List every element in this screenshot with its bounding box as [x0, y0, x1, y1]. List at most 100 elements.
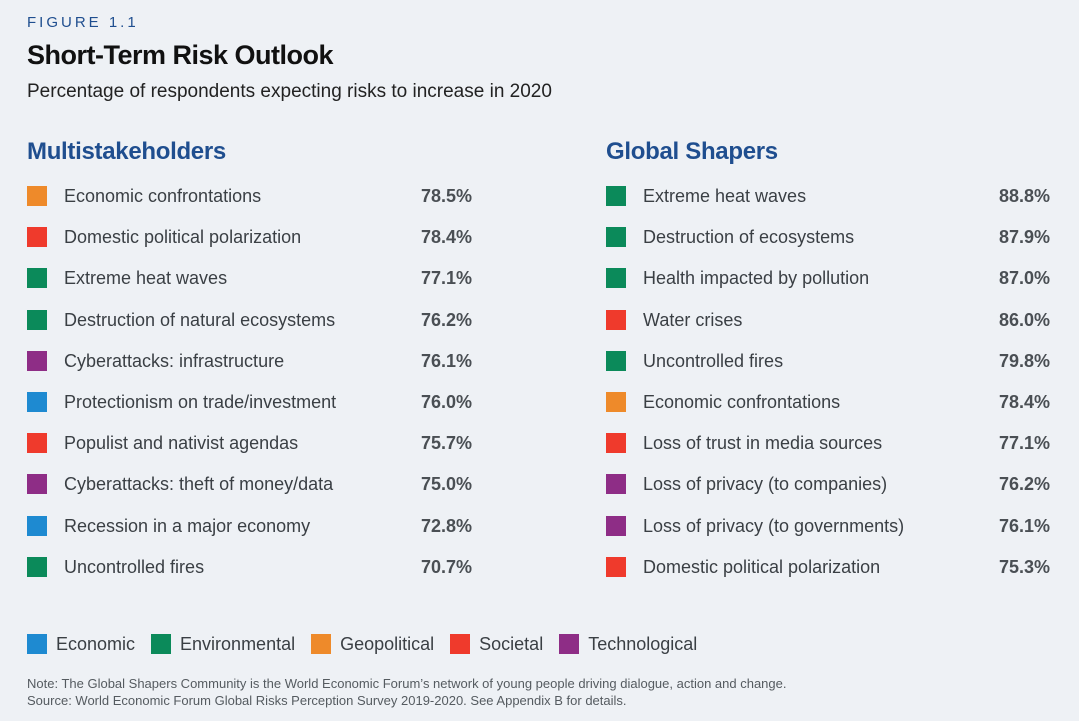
- risk-label: Uncontrolled fires: [643, 350, 784, 371]
- risk-label: Destruction of ecosystems: [643, 227, 855, 248]
- risk-row: Destruction of ecosystems 87.9%: [606, 225, 1050, 249]
- legend-swatch: [450, 634, 471, 654]
- risk-row: Recession in a major economy 72.8%: [27, 514, 472, 538]
- note-text: Note: The Global Shapers Community is th…: [27, 676, 787, 691]
- risk-label: Extreme heat waves: [643, 186, 807, 206]
- group-title-multistakeholders: Multistakeholders: [27, 138, 226, 165]
- risk-row: Protectionism on trade/investment 76.0%: [27, 390, 472, 414]
- category-swatch: [606, 474, 626, 495]
- risk-label: Cyberattacks: infrastructure: [64, 350, 285, 371]
- category-swatch: [27, 392, 47, 412]
- risk-value: 75.3%: [998, 556, 1050, 577]
- legend-swatch: [559, 634, 580, 654]
- risk-row: Extreme heat waves 88.8%: [606, 184, 1050, 208]
- legend-item: Economic: [27, 634, 135, 655]
- legend-swatch: [151, 634, 172, 654]
- risk-label: Extreme heat waves: [64, 268, 228, 289]
- multistakeholders-column: Multistakeholders Economic confrontation…: [27, 138, 472, 577]
- category-swatch: [27, 515, 47, 536]
- risk-value: 70.7%: [420, 556, 472, 577]
- risk-value: 87.9%: [998, 227, 1050, 248]
- risk-value: 75.0%: [420, 474, 472, 495]
- risk-label: Populist and nativist agendas: [64, 433, 299, 454]
- risk-row: Loss of privacy (to companies) 76.2%: [606, 472, 1050, 496]
- risk-value: 77.1%: [420, 268, 472, 289]
- legend-swatch: [27, 634, 47, 654]
- legend-swatch: [311, 634, 332, 654]
- risk-row: Destruction of natural ecosystems 76.2%: [27, 308, 472, 332]
- risk-row: Economic confrontations 78.4%: [606, 390, 1050, 414]
- risk-row: Domestic political polarization 78.4%: [27, 225, 472, 249]
- legend-label: Environmental: [180, 633, 296, 654]
- risk-label: Economic confrontations: [64, 186, 262, 206]
- risk-label: Domestic political polarization: [643, 556, 881, 577]
- legend-label: Geopolitical: [340, 633, 435, 654]
- risk-row: Populist and nativist agendas 75.7%: [27, 431, 472, 455]
- risk-label: Health impacted by pollution: [643, 268, 870, 289]
- legend-label: Societal: [479, 633, 544, 654]
- risk-label: Economic confrontations: [643, 392, 841, 412]
- risk-label: Uncontrolled fires: [64, 556, 205, 577]
- risk-label: Destruction of natural ecosystems: [64, 309, 336, 330]
- risk-row: Extreme heat waves 77.1%: [27, 266, 472, 290]
- category-swatch: [27, 268, 47, 289]
- legend: Economic Environmental Geopolitical Societa…: [27, 632, 713, 656]
- risk-value: 78.4%: [998, 392, 1050, 412]
- category-swatch: [27, 474, 47, 495]
- risk-value: 79.8%: [998, 350, 1050, 371]
- category-swatch: [606, 268, 626, 289]
- category-swatch: [27, 556, 47, 577]
- risk-row: Water crises 86.0%: [606, 308, 1050, 332]
- legend-label: Economic: [56, 633, 136, 654]
- risk-value: 76.0%: [420, 392, 472, 412]
- legend-item: Technological: [559, 634, 697, 655]
- category-swatch: [606, 186, 626, 206]
- category-swatch: [606, 392, 626, 412]
- risk-value: 76.2%: [420, 309, 472, 330]
- category-swatch: [27, 309, 47, 330]
- source-text: Source: World Economic Forum Global Risk…: [27, 693, 627, 708]
- risk-row: Loss of privacy (to governments) 76.1%: [606, 514, 1050, 538]
- risk-row: Uncontrolled fires 79.8%: [606, 349, 1050, 373]
- risk-row: Uncontrolled fires 70.7%: [27, 555, 472, 579]
- risk-label: Water crises: [643, 309, 743, 330]
- legend-item: Societal: [450, 634, 543, 655]
- risk-label: Loss of trust in media sources: [643, 433, 883, 454]
- risk-value: 88.8%: [998, 186, 1050, 206]
- footnote: Note: The Global Shapers Community is th…: [27, 675, 786, 709]
- category-swatch: [606, 227, 626, 248]
- risk-label: Protectionism on trade/investment: [64, 392, 337, 412]
- risk-label: Loss of privacy (to governments): [643, 515, 905, 536]
- legend-item: Environmental: [151, 634, 295, 655]
- chart-subtitle: Percentage of respondents expecting risk…: [27, 81, 552, 102]
- category-swatch: [606, 309, 626, 330]
- risk-value: 87.0%: [998, 268, 1050, 289]
- chart-title: Short-Term Risk Outlook: [27, 40, 334, 70]
- risk-row: Domestic political polarization 75.3%: [606, 555, 1050, 579]
- risk-value: 78.4%: [420, 227, 472, 248]
- risk-value: 86.0%: [998, 309, 1050, 330]
- risk-row: Health impacted by pollution 87.0%: [606, 266, 1050, 290]
- category-swatch: [27, 227, 47, 248]
- risk-value: 78.5%: [420, 186, 472, 206]
- risk-row: Economic confrontations 78.5%: [27, 184, 472, 208]
- legend-item: Geopolitical: [311, 634, 434, 655]
- group-title-global-shapers: Global Shapers: [606, 138, 778, 165]
- risk-row: Cyberattacks: theft of money/data 75.0%: [27, 472, 472, 496]
- figure-label: FIGURE 1.1: [27, 14, 139, 31]
- risk-value: 76.2%: [998, 474, 1050, 495]
- risk-value: 76.1%: [998, 515, 1050, 536]
- risk-value: 72.8%: [420, 515, 472, 536]
- category-swatch: [606, 350, 626, 371]
- risk-label: Cyberattacks: theft of money/data: [64, 474, 334, 495]
- category-swatch: [606, 515, 626, 536]
- risk-row: Cyberattacks: infrastructure 76.1%: [27, 349, 472, 373]
- legend-label: Technological: [588, 633, 698, 654]
- risk-value: 77.1%: [998, 433, 1050, 454]
- risk-row: Loss of trust in media sources 77.1%: [606, 431, 1050, 455]
- category-swatch: [27, 350, 47, 371]
- risk-value: 75.7%: [420, 433, 472, 454]
- global-shapers-column: Global Shapers Extreme heat waves 88.8% De…: [606, 138, 1050, 577]
- category-swatch: [606, 433, 626, 454]
- risk-label: Domestic political polarization: [64, 227, 302, 248]
